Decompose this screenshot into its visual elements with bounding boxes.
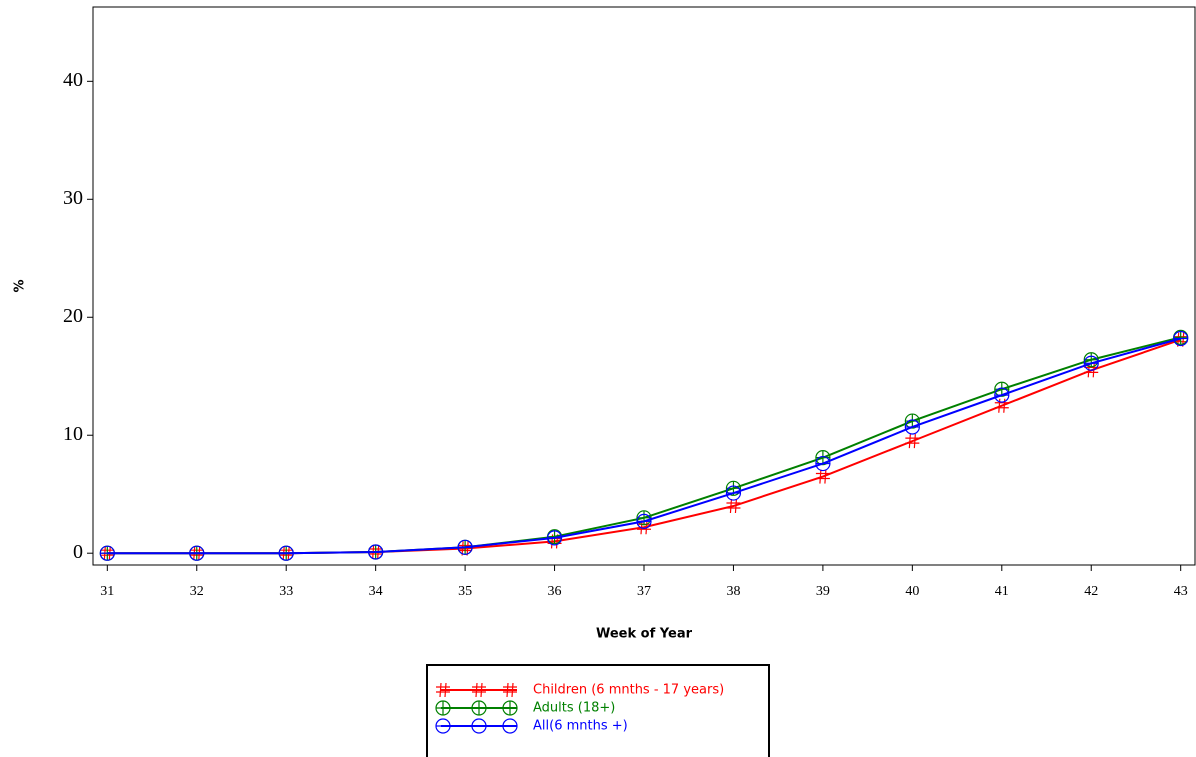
legend-marker: [502, 718, 518, 734]
legend-label: Children (6 mnths - 17 years): [533, 683, 724, 698]
x-tick-label: 36: [548, 584, 562, 599]
y-tick-label: 10: [63, 423, 83, 445]
data-point: [1173, 329, 1189, 345]
data-point: [636, 513, 652, 529]
legend-marker: [436, 682, 450, 698]
marker-shape: [1173, 330, 1188, 345]
data-point: [905, 434, 920, 449]
data-point: [1083, 355, 1099, 371]
marker-shape: [637, 510, 651, 525]
data-point: [1083, 352, 1099, 368]
x-tick-label: 32: [190, 584, 204, 599]
data-point: [278, 545, 294, 561]
marker-shape: [472, 682, 486, 698]
x-tick-label: 41: [995, 584, 1009, 599]
legend-marker: [472, 682, 486, 698]
marker-shape: [815, 469, 830, 484]
data-point: [994, 398, 1009, 413]
y-tick-label: 20: [63, 305, 83, 327]
data-point: [904, 419, 920, 435]
marker-shape: [1084, 352, 1099, 367]
x-tick-label: 39: [816, 584, 830, 599]
legend-marker: [435, 700, 451, 716]
data-point: [725, 485, 742, 501]
data-point: [636, 510, 652, 526]
legend-marker: [503, 682, 517, 698]
legend-marker: [502, 700, 518, 716]
marker-shape: [994, 398, 1009, 413]
x-tick-label: 40: [905, 584, 919, 599]
x-tick-label: 34: [369, 584, 383, 599]
x-tick-label: 42: [1084, 584, 1098, 599]
legend-marker: [471, 718, 487, 734]
x-tick-label: 37: [637, 584, 651, 599]
data-point: [815, 455, 831, 472]
data-point: [546, 530, 563, 546]
data-point: [1084, 363, 1099, 378]
y-tick-label: 40: [63, 69, 83, 91]
marker-shape: [503, 701, 517, 715]
marker-shape: [905, 434, 920, 449]
legend-label: Adults (18+): [533, 701, 615, 716]
data-point: [726, 498, 741, 514]
data-point: [457, 539, 473, 555]
x-tick-label: 31: [100, 584, 114, 599]
x-tick-label: 35: [458, 584, 472, 599]
y-tick-label: 30: [63, 187, 83, 209]
y-tick-label: 0: [73, 541, 83, 563]
x-tick-label: 33: [279, 584, 293, 599]
data-point: [189, 545, 205, 561]
marker-shape: [503, 682, 517, 698]
data-point: [994, 387, 1010, 403]
legend-marker: [471, 700, 487, 716]
legend-box: [426, 664, 770, 757]
plot-frame: [92, 6, 1196, 566]
marker-shape: [436, 682, 450, 698]
y-axis-label: %: [13, 279, 28, 292]
marker-shape: [1084, 363, 1099, 378]
legend-marker: [435, 718, 451, 734]
x-tick-label: 38: [726, 584, 740, 599]
data-point: [99, 545, 115, 561]
data-point: [1173, 330, 1189, 347]
marker-shape: [472, 701, 486, 715]
marker-shape: [726, 498, 741, 514]
legend-label: All(6 mnths +): [533, 719, 628, 734]
marker-shape: [436, 701, 450, 715]
x-axis-label: Week of Year: [596, 627, 693, 642]
x-tick-label: 43: [1174, 584, 1188, 599]
data-point: [815, 469, 830, 484]
data-point: [368, 544, 384, 560]
